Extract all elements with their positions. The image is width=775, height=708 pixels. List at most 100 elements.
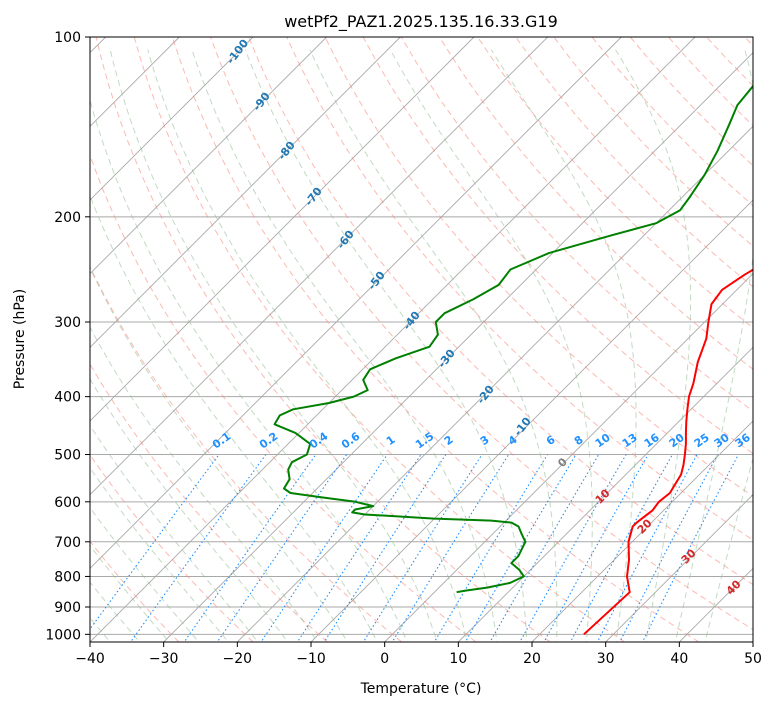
isotherm-gridline [90, 37, 401, 348]
moist-adiabat-line [90, 544, 170, 642]
moist-adiabat-line [90, 424, 259, 642]
dry-adiabat-line [248, 37, 753, 586]
chart-title: wetPf2_PAZ1.2025.135.16.33.G19 [284, 12, 558, 32]
moist-adiabat-line [90, 266, 348, 642]
mixing-ratio-line [569, 454, 673, 642]
moist-adiabat-line [90, 326, 319, 642]
dry-adiabat-line [90, 153, 477, 642]
y-tick-label: 600 [54, 495, 81, 511]
moist-adiabat-line [674, 49, 753, 642]
moist-adiabat-line [615, 49, 692, 642]
dry-adiabat-line [744, 37, 753, 47]
mixing-ratio-label: 0.2 [257, 430, 280, 452]
moist-adiabat-line [191, 49, 498, 642]
moist-adiabat-line [90, 98, 408, 642]
mixing-ratio-label: 2 [442, 433, 456, 448]
mixing-ratio-label: 0.4 [307, 429, 331, 451]
mixing-ratio-line [362, 454, 483, 642]
mixing-ratio-label: 8 [572, 433, 586, 448]
x-axis-ticks: −40 −30 −20 −10 0 10 20 30 40 50 [75, 642, 762, 667]
y-axis-ticks: 100 200 300 400 500 600 700 800 900 1000 [45, 30, 90, 643]
mixing-ratio-label: 36 [733, 431, 753, 451]
mixing-ratio-line [464, 454, 577, 642]
dry-adiabat-label: -10 [511, 415, 534, 439]
dry-adiabat-line [438, 37, 753, 370]
x-tick-label: 50 [744, 651, 762, 667]
mixing-ratio-line [90, 454, 220, 630]
mixing-ratio-line [296, 454, 422, 642]
y-tick-label: 1000 [45, 627, 81, 643]
isotherm-gridline [163, 52, 753, 642]
dry-adiabat-line [286, 37, 753, 541]
y-tick-label: 200 [54, 210, 81, 226]
isotherm-gridline [90, 37, 696, 642]
dry-adiabat-line [362, 37, 753, 455]
mixing-ratio-label: 16 [642, 431, 662, 451]
isotherm-gridline [90, 37, 327, 275]
isotherm-gridline [605, 494, 753, 642]
dry-adiabat-line [95, 37, 551, 642]
moist-adiabat-line [109, 49, 438, 642]
mixing-ratio-label: 0.6 [339, 429, 363, 451]
dry-adiabat-line [706, 37, 753, 87]
isotherm-gridline [531, 420, 753, 642]
y-tick-label: 700 [54, 535, 81, 551]
y-tick-label: 900 [54, 600, 81, 616]
moist-adiabat-line [147, 49, 468, 642]
moist-adiabat-line [704, 456, 753, 642]
isotherm-gridline [90, 37, 622, 569]
x-axis-label: Temperature (°C) [360, 681, 482, 697]
x-tick-label: −20 [223, 651, 253, 667]
mixing-ratio-line [596, 454, 698, 642]
mixing-ratio-line [216, 454, 348, 642]
x-tick-label: 0 [380, 651, 389, 667]
moist-adiabat-line [389, 49, 593, 642]
x-tick-label: 20 [523, 651, 541, 667]
x-tick-label: −40 [75, 651, 105, 667]
x-tick-label: 40 [670, 651, 688, 667]
x-tick-label: −10 [296, 651, 326, 667]
mixing-ratio-line [129, 454, 267, 642]
dry-adiabat-line [400, 37, 753, 412]
dry-adiabat-line [133, 37, 625, 642]
dry-adiabat-line [90, 453, 254, 642]
mixing-ratio-label: 13 [620, 431, 640, 450]
dry-adiabat-line [90, 363, 328, 642]
x-tick-label: −30 [149, 651, 179, 667]
mixing-ratio-label: 10 [593, 431, 613, 451]
moist-adiabat-line [90, 194, 378, 642]
isotherm-gridline [752, 641, 753, 642]
mixing-ratio-line [391, 454, 510, 642]
mixing-ratio-label: 25 [692, 431, 712, 450]
y-tick-label: 400 [54, 390, 81, 406]
dry-adiabat-line [171, 37, 700, 642]
dry-adiabat-line [324, 37, 753, 498]
temperature-profile [583, 268, 753, 636]
mixing-ratio-line [619, 454, 719, 642]
y-axis-label: Pressure (hPa) [12, 289, 28, 389]
dry-adiabat-line [90, 265, 403, 642]
mixing-ratio-line [183, 454, 317, 642]
y-tick-label: 500 [54, 448, 81, 464]
isotherm-gridline [90, 37, 475, 422]
x-tick-label: 30 [597, 651, 615, 667]
dry-adiabat-line [477, 37, 753, 329]
mixing-ratio-line [323, 454, 447, 642]
moist-adiabat-line [90, 467, 229, 642]
dry-adiabat-line [210, 37, 753, 631]
moist-adiabat-line [90, 378, 289, 642]
moist-adiabat-line [244, 49, 528, 642]
x-tick-label: 10 [449, 651, 467, 667]
isotherm-gridline [310, 199, 753, 642]
dry-adiabat-line [515, 37, 753, 288]
isotherm-gridline [90, 37, 254, 201]
mixing-ratio-label: 3 [478, 433, 492, 448]
mixing-ratio-label: 20 [667, 431, 687, 451]
isotherm-gridline [90, 37, 548, 496]
plot-area: -100-90-80-70-60-50-40-30-20-100.1 0.2 0.4… [90, 37, 753, 642]
mixing-ratio-label: 1.5 [413, 430, 436, 452]
moist-adiabat-label: 10 [593, 486, 613, 506]
mixing-ratio-line [260, 454, 388, 642]
moist-adiabat-line [490, 49, 637, 642]
